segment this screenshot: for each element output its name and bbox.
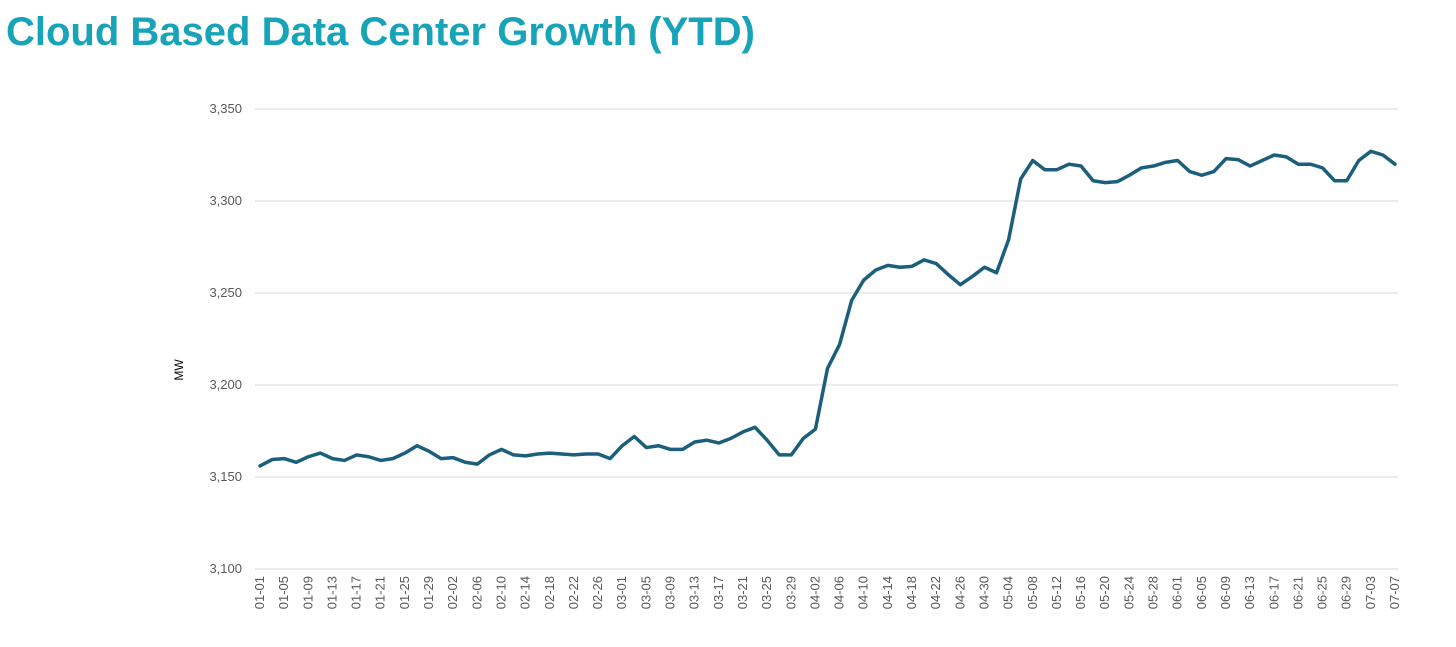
x-tick-label: 05-12 (1049, 576, 1064, 609)
x-tick-label: 05-28 (1146, 576, 1161, 609)
y-tick-label: 3,300 (209, 193, 242, 208)
x-tick-label: 02-14 (518, 576, 533, 609)
x-tick-label: 02-06 (469, 576, 484, 609)
y-axis-label: MW (172, 359, 186, 381)
x-tick-label: 01-25 (397, 576, 412, 609)
chart-title: Cloud Based Data Center Growth (YTD) (6, 10, 755, 54)
x-tick-label: 03-25 (759, 576, 774, 609)
x-tick-label: 05-24 (1121, 576, 1136, 609)
x-tick-label: 02-26 (590, 576, 605, 609)
x-tick-label: 02-10 (493, 576, 508, 609)
y-tick-label: 3,250 (209, 285, 242, 300)
x-tick-label: 01-05 (276, 576, 291, 609)
x-tick-label: 02-22 (566, 576, 581, 609)
x-tick-label: 06-13 (1242, 576, 1257, 609)
x-tick-label: 06-01 (1170, 576, 1185, 609)
x-tick-label: 07-03 (1363, 576, 1378, 609)
x-tick-label: 06-25 (1315, 576, 1330, 609)
x-tick-label: 04-14 (880, 576, 895, 609)
line-series (258, 149, 1397, 468)
x-tick-label: 03-09 (663, 576, 678, 609)
x-tick-label: 04-30 (976, 576, 991, 609)
x-tick-label: 06-29 (1339, 576, 1354, 609)
x-tick-label: 03-21 (735, 576, 750, 609)
y-tick-label: 3,150 (209, 469, 242, 484)
x-tick-label: 03-29 (783, 576, 798, 609)
x-tick-label: 02-18 (542, 576, 557, 609)
x-tick-label: 01-09 (300, 576, 315, 609)
x-tick-label: 04-18 (904, 576, 919, 609)
y-tick-label: 3,200 (209, 377, 242, 392)
x-tick-label: 04-10 (856, 576, 871, 609)
x-tick-label: 05-20 (1097, 576, 1112, 609)
x-tick-label: 03-17 (711, 576, 726, 609)
x-tick-label: 04-02 (807, 576, 822, 609)
x-tick-label: 06-17 (1266, 576, 1281, 609)
x-tick-label: 06-21 (1290, 576, 1305, 609)
x-tick-label: 06-09 (1218, 576, 1233, 609)
x-tick-label: 05-08 (1025, 576, 1040, 609)
x-tick-label: 02-02 (445, 576, 460, 609)
x-tick-label: 04-22 (928, 576, 943, 609)
x-tick-label: 06-05 (1194, 576, 1209, 609)
x-tick-label: 04-26 (952, 576, 967, 609)
y-tick-label: 3,350 (209, 101, 242, 116)
x-tick-label: 07-07 (1387, 576, 1402, 609)
x-tick-label: 05-16 (1073, 576, 1088, 609)
x-tick-label: 01-29 (421, 576, 436, 609)
y-tick-label: 3,100 (209, 561, 242, 576)
x-tick-label: 01-21 (373, 576, 388, 609)
x-tick-label: 01-17 (349, 576, 364, 609)
x-tick-label: 01-01 (252, 576, 267, 609)
x-tick-label: 01-13 (324, 576, 339, 609)
x-tick-label: 03-01 (614, 576, 629, 609)
x-tick-label: 03-13 (687, 576, 702, 609)
x-tick-label: 03-05 (638, 576, 653, 609)
x-tick-label: 05-04 (1001, 576, 1016, 609)
x-tick-label: 04-06 (832, 576, 847, 609)
